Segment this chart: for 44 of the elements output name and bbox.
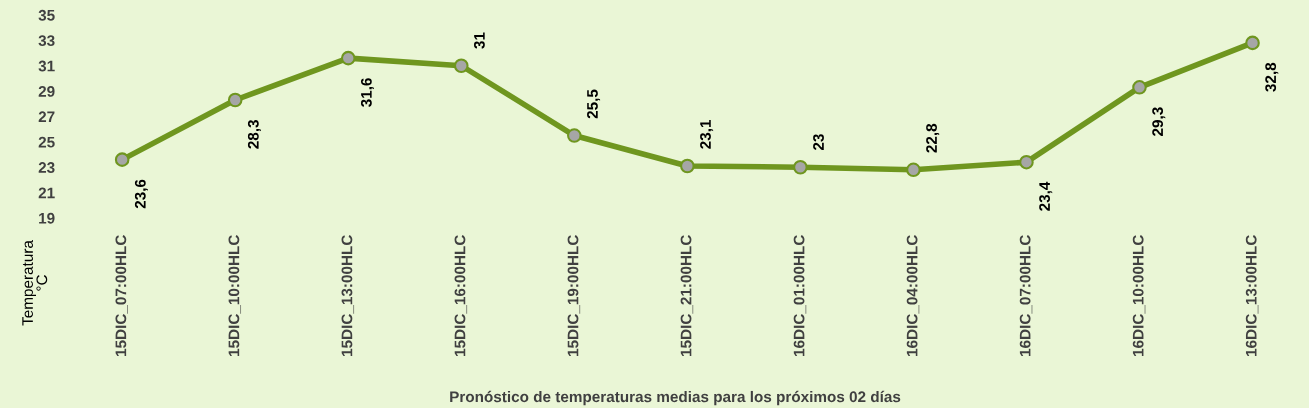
- x-tick-label: 16DIC_07:00HLC: [1019, 235, 1033, 356]
- x-tick-label: 15DIC_07:00HLC: [115, 235, 128, 356]
- text: 32,8: [1265, 62, 1279, 92]
- text: 22,8: [926, 123, 940, 153]
- y-tick-label: 25: [38, 136, 55, 148]
- text: 28,3: [247, 120, 261, 149]
- x-tick-label: 15DIC_21:00HLC: [680, 235, 694, 356]
- y-tick-label: 35: [38, 9, 55, 21]
- text: 29,3: [1152, 107, 1166, 136]
- x-axis-title: Pronóstico de temperaturas medias para los próximos 02 días: [450, 390, 901, 406]
- text: 23,6: [134, 179, 148, 209]
- text: 31: [474, 32, 485, 49]
- x-tick-label: 15DIC_13:00HLC: [341, 235, 355, 356]
- text: 31,6: [360, 78, 374, 107]
- text: 23: [813, 134, 824, 151]
- y-axis-title: Temperatura °C: [22, 240, 48, 326]
- point: [453, 58, 469, 74]
- point: [906, 162, 921, 178]
- y-tick-label: 31: [38, 60, 55, 72]
- point: [1245, 35, 1260, 51]
- point: [1132, 80, 1147, 95]
- point: [793, 159, 808, 175]
- y-tick-label: 21: [38, 187, 55, 199]
- x-tick-label: 15DIC_16:00HLC: [454, 235, 468, 356]
- text: 23,4: [1039, 181, 1053, 211]
- x-tick-label: 15DIC_19:00HLC: [567, 235, 581, 356]
- y-tick-label: 23: [38, 162, 55, 173]
- text: 23,1: [700, 120, 714, 149]
- text: 25,5: [587, 89, 601, 119]
- y-tick-label: 27: [38, 111, 55, 123]
- x-tick-label: 16DIC_10:00HLC: [1132, 235, 1146, 356]
- x-tick-label: 16DIC_13:00HLC: [1245, 235, 1259, 356]
- x-tick-label: 16DIC_01:00HLC: [793, 235, 807, 356]
- point: [567, 128, 582, 143]
- point: [340, 50, 356, 66]
- point: [227, 92, 243, 108]
- x-tick-label: 16DIC_04:00HLC: [906, 235, 920, 356]
- point: [1019, 154, 1034, 170]
- x-tick-label: 15DIC_10:00HLC: [228, 235, 242, 356]
- point: [114, 152, 130, 167]
- point: [680, 158, 695, 174]
- y-tick-label: 19: [39, 212, 55, 224]
- y-tick-label: 29: [38, 85, 55, 97]
- y-tick-label: 33: [38, 35, 55, 47]
